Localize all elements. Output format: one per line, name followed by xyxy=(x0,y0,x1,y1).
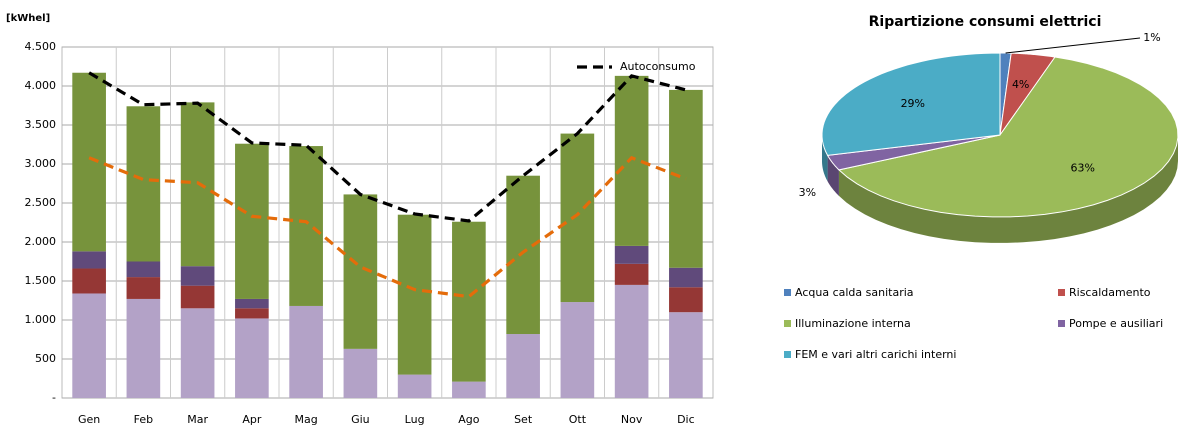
x-tick-label: Ott xyxy=(569,413,587,426)
bar-segment xyxy=(235,318,269,398)
bar-segment xyxy=(235,298,269,309)
pie-side xyxy=(827,155,839,196)
y-tick-label: 4.000 xyxy=(25,79,57,92)
x-tick-label: Ago xyxy=(458,413,480,426)
x-tick-label: Set xyxy=(514,413,533,426)
x-tick-label: Nov xyxy=(621,413,643,426)
bar-segment xyxy=(180,285,215,309)
bar-segment xyxy=(397,214,432,375)
legend-label: Autoconsumo xyxy=(620,60,696,73)
pie-slice xyxy=(826,134,1001,171)
bar-segment xyxy=(506,334,540,398)
bar-segment xyxy=(560,133,595,303)
pie-slice xyxy=(837,56,1179,218)
bar-segment xyxy=(126,261,161,278)
bar-segment xyxy=(343,194,378,349)
legend-label: Riscaldamento xyxy=(1069,286,1151,299)
y-tick-label: 3.000 xyxy=(25,157,57,170)
bar-segment xyxy=(126,277,161,299)
legend-swatch xyxy=(1058,320,1065,327)
bar-segment xyxy=(235,143,269,299)
pie-side xyxy=(838,135,1178,243)
bar-segment xyxy=(614,245,649,264)
y-tick-label: 4.500 xyxy=(25,40,57,53)
data-label: 29% xyxy=(901,97,925,110)
bar-segment xyxy=(126,298,161,398)
leader-line xyxy=(1005,37,1141,54)
data-label: 1% xyxy=(1143,31,1160,44)
x-tick-label: Gen xyxy=(78,413,100,426)
line xyxy=(88,155,687,299)
pie-title: Ripartizione consumi elettrici xyxy=(869,14,1102,30)
bar-segment xyxy=(72,72,106,252)
legend-label: Acqua calda sanitaria xyxy=(795,286,914,299)
x-tick-label: Mar xyxy=(187,413,208,426)
pie-slice xyxy=(821,52,1001,156)
data-label: 63% xyxy=(1071,162,1095,175)
bar-segment xyxy=(669,287,703,313)
data-label: 4% xyxy=(1012,78,1029,91)
bar-segment xyxy=(452,381,486,398)
legend-swatch xyxy=(784,351,791,358)
x-tick-label: Feb xyxy=(134,413,153,426)
legend-swatch xyxy=(784,289,791,296)
x-tick-label: Dic xyxy=(677,413,695,426)
y-tick-label: 1.000 xyxy=(25,313,57,326)
bar-segment xyxy=(343,348,378,398)
y-tick-label: 1.500 xyxy=(25,274,57,287)
y-axis-label: [kWhel] xyxy=(6,13,50,24)
y-tick-label: - xyxy=(52,391,56,404)
bar-segment xyxy=(72,268,106,294)
pie-slice xyxy=(999,52,1056,136)
y-tick-label: 3.500 xyxy=(25,118,57,131)
bar-segment xyxy=(72,293,106,398)
bar-segment xyxy=(506,175,540,335)
legend-swatch xyxy=(1058,289,1065,296)
y-tick-label: 500 xyxy=(35,352,56,365)
legend-swatch xyxy=(784,320,791,327)
bar-segment xyxy=(560,302,595,398)
x-tick-label: Mag xyxy=(295,413,318,426)
bar-segment xyxy=(72,251,106,269)
bar-segment xyxy=(180,308,215,398)
bar-segment xyxy=(235,308,269,319)
bar-segment xyxy=(452,221,486,382)
bar-segment xyxy=(614,284,649,398)
bar-segment xyxy=(289,146,323,306)
y-tick-label: 2.000 xyxy=(25,235,57,248)
x-tick-label: Lug xyxy=(405,413,425,426)
bar-segment xyxy=(397,374,432,398)
bar-segment xyxy=(289,305,323,398)
y-tick-label: 2.500 xyxy=(25,196,57,209)
x-tick-label: Giu xyxy=(351,413,370,426)
bar-segment xyxy=(126,106,161,262)
line xyxy=(88,71,687,223)
bar-segment xyxy=(614,263,649,285)
legend-label: Pompe e ausiliari xyxy=(1069,317,1163,330)
bar-segment xyxy=(669,267,703,288)
legend-label: Illuminazione interna xyxy=(795,317,911,330)
data-label: 3% xyxy=(799,186,816,199)
legend-label: FEM e vari altri carichi interni xyxy=(795,348,956,361)
x-tick-label: Apr xyxy=(242,413,262,426)
bar-segment xyxy=(180,266,215,286)
bar-segment xyxy=(669,312,703,398)
